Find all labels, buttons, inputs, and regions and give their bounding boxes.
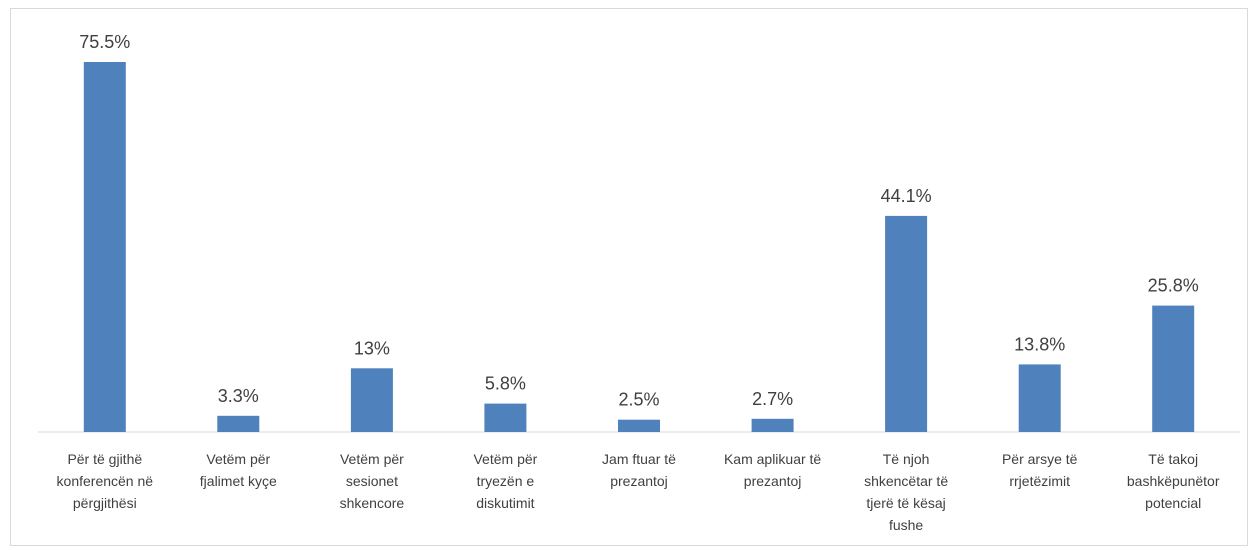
category-label-line: Të takoj [1148, 451, 1198, 467]
bar-3 [350, 368, 393, 432]
category-label-line: Për arsye të [1002, 451, 1078, 467]
data-label-9: 25.8% [1148, 276, 1199, 296]
bar-7 [885, 215, 928, 432]
data-label-7: 44.1% [881, 186, 932, 206]
category-label-line: Kam aplikuar të [724, 451, 821, 467]
bar-2 [217, 415, 260, 432]
category-label-line: Vetëm për [340, 451, 404, 467]
category-label-line: rrjetëzimit [1009, 473, 1070, 489]
category-label-line: Vetëm për [206, 451, 270, 467]
category-label-6: Kam aplikuar të prezantoj [724, 451, 821, 489]
bar-4 [484, 403, 527, 432]
category-label-line: sesionet [346, 473, 398, 489]
data-label-6: 2.7% [752, 389, 793, 409]
category-label-line: potencial [1145, 495, 1201, 511]
chart-frame [10, 8, 1248, 546]
data-label-5: 2.5% [618, 390, 659, 410]
category-label-line: Jam ftuar të [602, 451, 676, 467]
category-label-8: Për arsye të rrjetëzimit [1002, 451, 1078, 489]
category-label-line: fjalimet kyçe [200, 473, 277, 489]
category-label-line: prezantoj [610, 473, 668, 489]
category-label-3: Vetëm për sesionet shkencore [340, 451, 405, 511]
category-label-9: Të takoj bashkëpunëtor potencial [1127, 451, 1220, 511]
category-label-line: shkencëtar të [864, 473, 948, 489]
bar-8 [1018, 364, 1061, 432]
category-labels-layer: Për të gjithë konferencën në përgjithësi Ve… [57, 451, 1220, 533]
data-label-3: 13% [354, 338, 390, 358]
category-label-line: diskutimit [476, 495, 534, 511]
bar-5 [618, 419, 660, 432]
category-label-7: Të njoh shkencëtar të tjerë të kësaj fushe [864, 451, 948, 533]
data-label-2: 3.3% [218, 386, 259, 406]
category-label-line: shkencore [340, 495, 405, 511]
category-label-5: Jam ftuar të prezantoj [602, 451, 676, 489]
category-label-2: Vetëm për fjalimet kyçe [200, 451, 277, 489]
data-label-1: 75.5% [79, 32, 130, 52]
category-label-line: Për të gjithë [67, 451, 142, 467]
category-label-line: prezantoj [744, 473, 802, 489]
bar-6 [751, 418, 794, 432]
data-label-8: 13.8% [1014, 334, 1065, 354]
data-label-4: 5.8% [485, 374, 526, 394]
category-label-line: Vetëm për [473, 451, 537, 467]
bars-layer [83, 62, 1195, 432]
category-label-line: përgjithësi [73, 495, 137, 511]
category-label-line: tryezën e [477, 473, 535, 489]
category-label-line: konferencën në [57, 473, 154, 489]
category-label-line: tjerë të kësaj [866, 495, 945, 511]
bar-1 [83, 62, 126, 432]
category-label-4: Vetëm për tryezën e diskutimit [473, 451, 537, 511]
category-label-1: Për të gjithë konferencën në përgjithësi [57, 451, 154, 511]
bar-9 [1152, 305, 1195, 432]
category-label-line: fushe [889, 517, 923, 533]
category-label-line: Të njoh [883, 451, 930, 467]
category-label-line: bashkëpunëtor [1127, 473, 1220, 489]
value-labels-layer: 75.5% 3.3% 13% 5.8% 2.5% 2.7% 44.1% 13.8% 25.8% [79, 32, 1198, 410]
